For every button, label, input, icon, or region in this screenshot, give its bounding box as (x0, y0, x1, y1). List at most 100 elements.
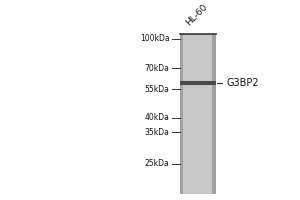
Bar (180, 122, 183, 123)
Bar (180, 47, 216, 48)
Bar (212, 87, 216, 88)
Bar (180, 191, 183, 192)
Bar (180, 51, 183, 52)
Bar (180, 84, 216, 85)
Bar (180, 134, 183, 135)
Bar (212, 145, 216, 146)
Bar (180, 98, 216, 99)
Bar (180, 100, 216, 101)
Bar (180, 95, 183, 96)
Bar (180, 189, 216, 190)
Bar (180, 143, 183, 144)
Bar (180, 124, 183, 125)
Bar (180, 80, 216, 81)
Bar (180, 54, 216, 55)
Bar (180, 117, 183, 118)
Bar (212, 133, 216, 134)
Bar (212, 185, 216, 186)
Bar (180, 122, 216, 123)
Bar (180, 145, 216, 146)
Bar (180, 123, 216, 124)
Bar (180, 89, 216, 90)
Bar (180, 185, 183, 186)
Bar (212, 165, 216, 166)
Bar (212, 92, 216, 93)
Bar (180, 169, 216, 170)
Bar (180, 131, 183, 132)
Bar (212, 45, 216, 46)
Bar (212, 142, 216, 143)
Bar (212, 127, 216, 128)
Bar (180, 110, 183, 111)
Bar (212, 117, 216, 118)
Bar (212, 64, 216, 65)
Bar (180, 37, 216, 38)
Bar (212, 47, 216, 48)
Bar (180, 153, 216, 154)
Bar (212, 169, 216, 170)
Bar (180, 77, 183, 78)
Bar (180, 192, 216, 193)
Bar (212, 137, 216, 138)
Bar (180, 144, 216, 145)
Text: 35kDa: 35kDa (145, 128, 169, 137)
Bar (212, 191, 216, 192)
Bar (180, 94, 216, 95)
Bar (180, 129, 183, 130)
Bar (180, 35, 183, 36)
Bar (180, 99, 183, 100)
Bar (180, 110, 216, 111)
Bar (212, 62, 216, 63)
Bar (180, 81, 216, 82)
Bar (180, 88, 216, 89)
Bar (180, 183, 183, 184)
Bar (180, 50, 216, 51)
Bar (212, 94, 216, 95)
Bar (180, 42, 216, 43)
Bar (180, 130, 183, 131)
Bar (180, 79, 183, 80)
Bar (180, 56, 216, 57)
Bar (180, 90, 216, 91)
Bar (212, 35, 216, 36)
Bar (180, 151, 216, 152)
Bar (212, 104, 216, 105)
Bar (180, 127, 183, 128)
Bar (180, 106, 216, 107)
Bar (180, 82, 216, 83)
Bar (180, 176, 216, 177)
Bar (180, 41, 183, 42)
Bar (212, 130, 216, 131)
Bar (212, 114, 216, 115)
Text: 55kDa: 55kDa (145, 85, 169, 94)
Bar (180, 142, 216, 143)
Bar (180, 58, 216, 59)
Bar (180, 139, 183, 140)
Bar (180, 107, 183, 108)
Bar (180, 84, 183, 85)
Bar (180, 127, 216, 128)
Bar (180, 129, 216, 130)
Text: 100kDa: 100kDa (140, 34, 170, 43)
Bar (180, 67, 183, 68)
Bar (180, 138, 183, 139)
Bar (212, 98, 216, 99)
Bar (212, 121, 216, 122)
Bar (212, 141, 216, 142)
Bar (180, 172, 183, 173)
Bar (212, 176, 216, 177)
Bar (212, 84, 216, 85)
Bar (180, 137, 216, 138)
Bar (212, 159, 216, 160)
Bar (180, 149, 183, 150)
Bar (212, 181, 216, 182)
Bar (180, 50, 183, 51)
Bar (212, 147, 216, 148)
Bar (180, 71, 216, 72)
Bar (180, 168, 183, 169)
Bar (212, 151, 216, 152)
Bar (180, 88, 183, 89)
Bar (180, 171, 183, 172)
Bar (180, 108, 216, 109)
Bar (212, 189, 216, 190)
